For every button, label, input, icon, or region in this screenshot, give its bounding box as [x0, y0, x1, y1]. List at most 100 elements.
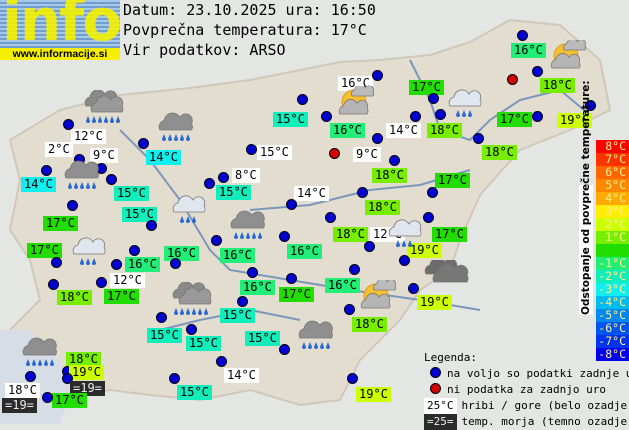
station-temperature-label: 17°C — [432, 227, 467, 242]
date-line: Datum: 23.10.2025 ura: 16:50 — [123, 1, 376, 19]
station-dot[interactable] — [286, 199, 297, 210]
station-dot[interactable] — [170, 258, 181, 269]
station-temperature-label: 12°C — [71, 129, 106, 144]
site-url[interactable]: www.informacije.si — [0, 48, 120, 60]
station-temperature-label: 17°C — [279, 287, 314, 302]
station-temperature-label: 15°C — [257, 145, 292, 160]
sun-cloud-icon — [356, 280, 402, 320]
station-dot[interactable] — [216, 356, 227, 367]
station-dot[interactable] — [96, 277, 107, 288]
station-dot[interactable] — [364, 241, 375, 252]
station-temperature-label: 12°C — [110, 273, 145, 288]
station-dot[interactable] — [517, 30, 528, 41]
station-dot[interactable] — [325, 212, 336, 223]
station-missing-dot[interactable] — [329, 148, 340, 159]
station-dot[interactable] — [357, 187, 368, 198]
station-dot[interactable] — [237, 296, 248, 307]
station-temperature-label: 17°C — [435, 173, 470, 188]
station-temperature-label: 8°C — [232, 168, 260, 183]
station-temperature-label: 14°C — [294, 186, 329, 201]
station-dot[interactable] — [138, 138, 149, 149]
station-dot[interactable] — [186, 324, 197, 335]
station-temperature-label: 14°C — [224, 368, 259, 383]
station-dot[interactable] — [410, 111, 421, 122]
station-dot[interactable] — [532, 66, 543, 77]
rain-icon — [298, 318, 344, 358]
heavy-rain-icon — [168, 282, 214, 322]
station-dot[interactable] — [204, 178, 215, 189]
station-temperature-label: 15°C — [220, 308, 255, 323]
station-temperature-label: 9°C — [353, 147, 381, 162]
station-dot[interactable] — [344, 304, 355, 315]
station-temperature-label: 18°C — [57, 290, 92, 305]
legend-title: Legenda: — [424, 350, 629, 366]
station-temperature-label: 15°C — [216, 185, 251, 200]
station-dot[interactable] — [51, 257, 62, 268]
average-temperature: Povprečna temperatura: 17°C — [123, 21, 367, 39]
scale-step: 1°C — [596, 231, 629, 244]
station-temperature-label: 16°C — [220, 248, 255, 263]
rain-icon — [22, 335, 68, 375]
hill-sample: 25°C — [424, 398, 457, 414]
station-dot[interactable] — [372, 70, 383, 81]
light-rain-icon — [172, 192, 218, 232]
legend-missing: ni podatka za zadnjo uro — [447, 383, 606, 396]
station-dot[interactable] — [247, 267, 258, 278]
station-temperature-label: 16°C — [325, 278, 360, 293]
station-dot[interactable] — [42, 392, 53, 403]
station-temperature-label: 16°C — [125, 257, 160, 272]
station-temperature-label: 16°C — [240, 280, 275, 295]
station-temperature-label: 18°C — [482, 145, 517, 160]
station-temperature-label: 18°C — [365, 200, 400, 215]
station-missing-dot[interactable] — [507, 74, 518, 85]
station-dot[interactable] — [427, 187, 438, 198]
station-dot[interactable] — [532, 111, 543, 122]
station-dot[interactable] — [211, 235, 222, 246]
station-dot[interactable] — [169, 373, 180, 384]
station-dot[interactable] — [218, 172, 229, 183]
station-temperature-label: 14°C — [146, 150, 181, 165]
station-dot[interactable] — [279, 231, 290, 242]
light-rain-icon — [72, 234, 118, 274]
sea-sample: =25= — [424, 414, 457, 430]
data-source: Vir podatkov: ARSO — [123, 41, 286, 59]
station-dot[interactable] — [321, 111, 332, 122]
station-dot[interactable] — [435, 109, 446, 120]
station-dot[interactable] — [63, 119, 74, 130]
rain-icon — [158, 110, 204, 150]
station-dot[interactable] — [349, 264, 360, 275]
station-temperature-label: 16°C — [164, 246, 199, 261]
station-dot[interactable] — [297, 94, 308, 105]
station-dot[interactable] — [473, 133, 484, 144]
legend-sea: temp. morja (temno ozadje) — [462, 415, 629, 428]
station-dot[interactable] — [41, 165, 52, 176]
station-dot[interactable] — [67, 200, 78, 211]
station-dot[interactable] — [347, 373, 358, 384]
station-dot[interactable] — [129, 245, 140, 256]
station-temperature-label: 15°C — [273, 112, 308, 127]
rain-icon — [230, 208, 276, 248]
station-dot[interactable] — [156, 312, 167, 323]
logo[interactable]: info — [0, 0, 120, 48]
station-dot[interactable] — [246, 144, 257, 155]
station-temperature-label: 17°C — [27, 243, 62, 258]
station-dot[interactable] — [408, 283, 419, 294]
station-dot[interactable] — [389, 155, 400, 166]
station-dot[interactable] — [286, 273, 297, 284]
station-dot[interactable] — [399, 255, 410, 266]
station-temperature-label: 2°C — [45, 142, 73, 157]
station-temperature-label: 17°C — [497, 112, 532, 127]
station-temperature-label: 14°C — [21, 177, 56, 192]
station-dot[interactable] — [372, 133, 383, 144]
station-dot[interactable] — [146, 220, 157, 231]
station-dot[interactable] — [48, 279, 59, 290]
light-rain-icon — [388, 216, 434, 256]
station-temperature-label: 17°C — [43, 216, 78, 231]
station-dot[interactable] — [279, 344, 290, 355]
station-temperature-label: 15°C — [186, 336, 221, 351]
station-dot[interactable] — [428, 93, 439, 104]
station-temperature-label: 15°C — [147, 328, 182, 343]
station-temperature-label: 19°C — [69, 365, 104, 380]
logo-word: info — [2, 0, 120, 48]
